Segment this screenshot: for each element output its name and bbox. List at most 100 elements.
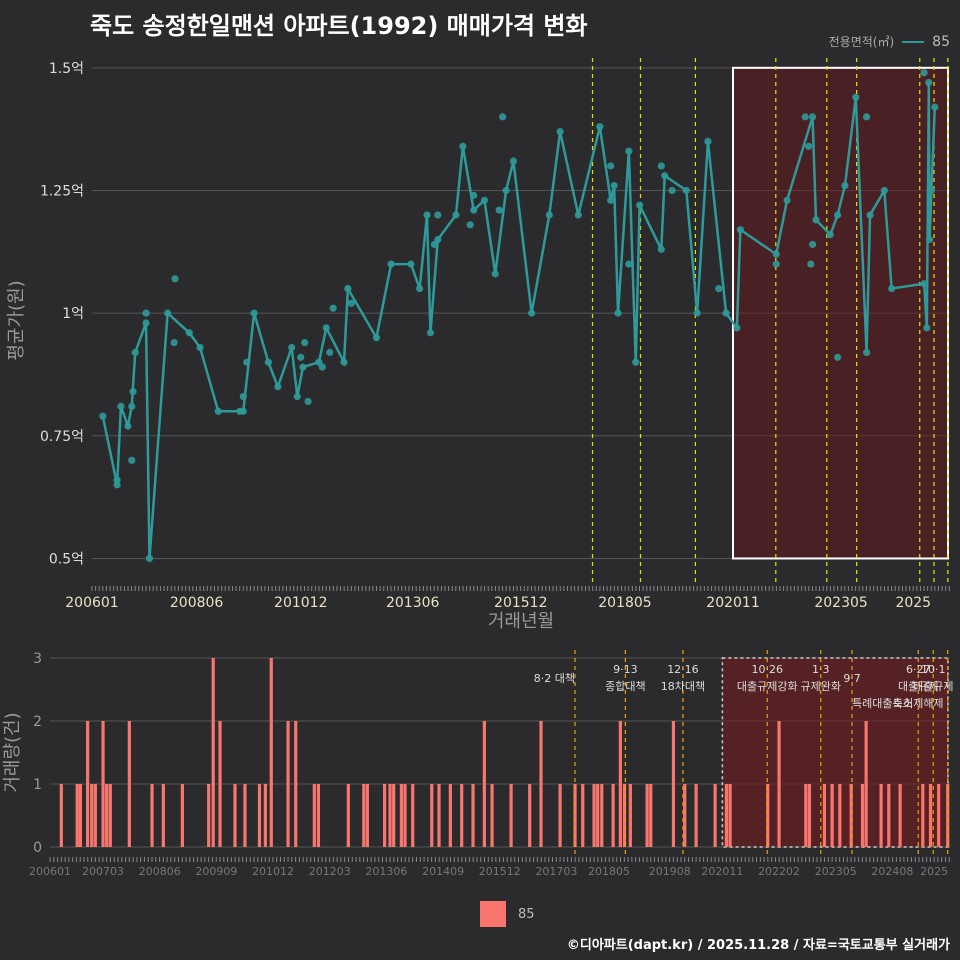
policy-date-label: 9·13 xyxy=(613,663,638,676)
price-point xyxy=(715,285,723,293)
price-point xyxy=(99,412,107,420)
x-tick-label: 201512 xyxy=(479,865,521,878)
price-point xyxy=(862,348,871,356)
y-tick-label: 3 xyxy=(33,651,42,667)
policy-date-label: 6·27 xyxy=(906,663,931,676)
price-point xyxy=(812,216,820,224)
volume-bar xyxy=(645,784,649,847)
volume-bar xyxy=(471,784,475,847)
price-point xyxy=(459,142,467,150)
volume-bar xyxy=(490,784,494,847)
x-tick-label: 201306 xyxy=(365,865,407,878)
price-point xyxy=(923,324,931,332)
price-point xyxy=(509,157,518,165)
volume-bar xyxy=(430,784,434,847)
volume-bar xyxy=(218,721,222,847)
price-point xyxy=(808,240,817,249)
price-point xyxy=(170,338,178,347)
volume-bar xyxy=(887,784,891,847)
volume-bar xyxy=(269,658,273,847)
volume-bar xyxy=(233,784,237,847)
volume-bar xyxy=(713,784,717,847)
policy-name-label: 종합대책 xyxy=(605,680,645,693)
x-tick-label: 200601 xyxy=(65,595,118,611)
x-tick-label: 201409 xyxy=(422,865,464,878)
x-tick-label: 201512 xyxy=(494,595,547,611)
price-point xyxy=(171,275,179,283)
price-point xyxy=(301,338,309,347)
legend-series-label: 85 xyxy=(932,33,950,50)
volume-bar xyxy=(898,784,902,847)
price-point xyxy=(426,329,435,337)
price-point xyxy=(480,196,489,204)
price-point xyxy=(128,456,136,464)
price-point xyxy=(491,270,499,278)
x-tick-label: 201012 xyxy=(252,865,294,878)
price-point xyxy=(142,309,150,317)
volume-bar xyxy=(860,784,865,847)
price-point xyxy=(545,211,553,219)
price-point xyxy=(607,196,615,204)
x-tick-label: 202305 xyxy=(815,865,857,878)
volume-bar xyxy=(75,784,79,847)
price-point xyxy=(387,260,395,268)
price-point xyxy=(250,309,258,317)
price-point xyxy=(372,334,381,342)
volume-bar xyxy=(437,784,441,847)
volume-bar xyxy=(628,784,632,847)
price-point xyxy=(826,231,834,239)
volume-bar xyxy=(509,784,513,847)
policy-date-label: 1·3 xyxy=(812,663,830,676)
volume-bar xyxy=(728,784,732,847)
volume-bar xyxy=(411,784,415,847)
price-point xyxy=(495,206,503,214)
volume-bar xyxy=(263,784,267,847)
price-point xyxy=(920,69,928,77)
y-tick-label: 1억 xyxy=(62,306,84,322)
price-point xyxy=(297,353,305,361)
price-point xyxy=(239,392,247,401)
volume-bar xyxy=(362,784,366,847)
volume-bar xyxy=(528,784,532,847)
policy-date-label: 10·26 xyxy=(752,663,784,676)
policy-name-label: 규제완화 xyxy=(801,680,841,693)
price-point xyxy=(625,260,633,268)
price-point xyxy=(347,299,355,307)
x-tick-label: 202011 xyxy=(701,865,743,878)
volume-bar xyxy=(383,784,387,847)
volume-bar xyxy=(365,784,369,847)
y-tick-label: 0.75억 xyxy=(40,429,84,445)
price-point xyxy=(502,186,510,195)
policy-sub-label: 토허제해제 xyxy=(893,696,944,710)
price-point xyxy=(636,201,644,209)
x-tick-label: 201908 xyxy=(649,865,691,878)
price-point xyxy=(625,147,633,155)
volume-bar xyxy=(830,784,834,847)
volume-bar xyxy=(207,784,211,847)
volume-bar xyxy=(243,784,247,847)
volume-bar xyxy=(59,784,63,847)
volume-bar xyxy=(694,784,698,847)
y-tick-label: 1.5억 xyxy=(49,61,84,77)
x-tick-label: 201203 xyxy=(309,865,351,878)
price-point xyxy=(632,358,640,366)
price-point xyxy=(145,554,154,563)
x-tick-label: 202202 xyxy=(758,865,800,878)
policy-name-label: 18차대책 xyxy=(661,680,705,693)
price-point xyxy=(801,113,809,121)
y-tick-label: 2 xyxy=(33,714,42,730)
price-point xyxy=(841,181,849,190)
price-point xyxy=(805,142,813,150)
volume-bar xyxy=(822,784,827,847)
legend-top: 전용면적(㎡) 85 xyxy=(829,33,950,50)
volume-bar xyxy=(294,721,298,847)
price-point xyxy=(196,343,204,352)
price-point xyxy=(304,397,312,406)
price-point xyxy=(925,235,934,244)
volume-bar xyxy=(482,721,486,847)
volume-bar xyxy=(838,784,842,847)
volume-bar xyxy=(448,784,452,847)
price-point xyxy=(807,260,815,268)
price-line-chart: 0.5억 0.75억 1억 1.25억 1.5억 200601 200806 201012 20… xyxy=(6,58,950,632)
price-point xyxy=(880,186,888,195)
